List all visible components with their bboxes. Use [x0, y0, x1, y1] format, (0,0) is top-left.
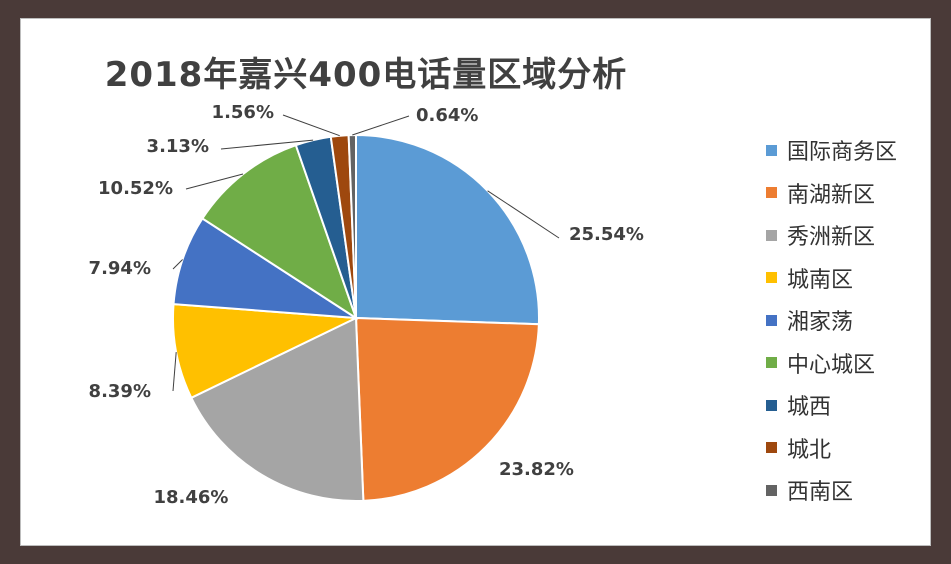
legend-item: 西南区 — [766, 469, 897, 512]
data-label: 8.39% — [89, 381, 151, 402]
legend-item: 城南区 — [766, 257, 897, 300]
data-label: 18.46% — [154, 487, 229, 508]
leader-line — [352, 115, 410, 136]
legend-item: 中心城区 — [766, 342, 897, 385]
data-label: 7.94% — [89, 258, 151, 279]
legend-swatch — [766, 442, 777, 454]
data-label: 3.13% — [147, 136, 209, 157]
legend-item: 湘家荡 — [766, 299, 897, 342]
legend-swatch — [766, 314, 777, 326]
legend-label: 中心城区 — [787, 352, 876, 378]
legend-item: 城西 — [766, 384, 897, 427]
legend-swatch — [766, 357, 777, 369]
legend-label: 城北 — [787, 437, 832, 463]
legend-swatch — [766, 484, 777, 496]
legend-label: 西南区 — [787, 480, 854, 506]
chart-legend: 国际商务区南湖新区秀洲新区城南区湘家荡中心城区城西城北西南区 — [766, 129, 897, 512]
pie-slice — [172, 217, 357, 319]
legend-item: 城北 — [766, 427, 897, 470]
leader-line — [487, 190, 560, 239]
legend-label: 南湖新区 — [787, 182, 876, 208]
legend-label: 秀洲新区 — [787, 225, 876, 251]
chart-title: 2018年嘉兴400电话量区域分析 — [104, 55, 628, 95]
leader-line — [172, 259, 183, 270]
legend-swatch — [766, 399, 777, 411]
data-label: 1.56% — [212, 102, 274, 123]
legend-label: 城南区 — [787, 267, 854, 293]
data-label: 23.82% — [499, 459, 574, 480]
pie-slice — [201, 143, 358, 321]
legend-item: 南湖新区 — [766, 172, 897, 215]
pie-slice — [355, 133, 540, 326]
leader-line — [185, 173, 244, 190]
legend-item: 秀洲新区 — [766, 214, 897, 257]
legend-swatch — [766, 272, 777, 284]
data-label: 25.54% — [569, 224, 644, 245]
legend-item: 国际商务区 — [766, 129, 897, 172]
legend-swatch — [766, 144, 777, 156]
pie-slice — [189, 316, 365, 502]
pie-slice — [354, 316, 540, 502]
leader-line — [220, 139, 314, 150]
legend-label: 国际商务区 — [787, 140, 898, 166]
legend-label: 城西 — [787, 395, 832, 421]
leader-line — [282, 114, 340, 137]
chart-panel: 2018年嘉兴400电话量区域分析 25.54% 23.82% 18.46% 8.39… — [20, 18, 931, 546]
data-label: 10.52% — [98, 178, 173, 199]
pie-chart: 25.54% 23.82% 18.46% 8.39% 7.94% 10.52% 3.13%1… — [89, 102, 644, 508]
legend-label: 湘家荡 — [787, 310, 854, 336]
legend-swatch — [766, 229, 777, 241]
leader-line — [172, 352, 177, 392]
legend-swatch — [766, 187, 777, 199]
data-label: 0.64% — [416, 105, 478, 126]
